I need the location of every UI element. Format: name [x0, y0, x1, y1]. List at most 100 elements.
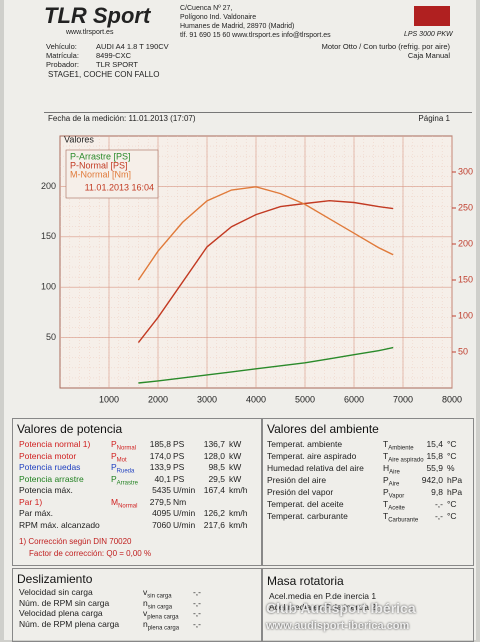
table-row: Par máx. 4095 U/min 126,2 km/h: [13, 508, 261, 519]
symbol: P: [383, 475, 389, 485]
row-unit: PS: [173, 450, 185, 461]
symbol-sub: Vapor: [388, 493, 405, 500]
row-label: Potencia motor: [19, 450, 77, 461]
table-row: Núm. de RPM sin carga nsin carga -,-: [13, 597, 261, 611]
symbol-sub: Aceite: [388, 505, 405, 512]
row-value2: 29,5: [208, 473, 225, 484]
vehicle-labels: Vehículo: Matrícula: Probador:: [46, 42, 79, 69]
symbol-sub: sin carga: [147, 593, 172, 600]
row-value: 185,8: [149, 439, 171, 449]
ambient-rows: Temperat. ambiente TAmbiente 15,4 °C Tempera…: [263, 439, 473, 559]
note: STAGE1, COCHE CON FALLO: [48, 70, 160, 79]
row-label: Par 1): [19, 496, 43, 507]
symbol-sub: plena carga: [147, 614, 179, 621]
row-unit2: kW: [229, 473, 242, 484]
row-symbol: vsin carga: [143, 587, 172, 603]
symbol-sub: Normal: [118, 503, 138, 510]
table-row: RPM máx. alcanzado 7060 U/min 217,6 km/h: [13, 520, 261, 531]
row-symbol: PMot: [111, 451, 127, 467]
row-value: 133,9: [149, 462, 171, 472]
table-row: Núm. de RPM plena carga nplena carga -,-: [13, 618, 261, 632]
row-symbol: TAire aspirado: [383, 451, 424, 467]
symbol: v: [143, 587, 148, 597]
symbol: n: [143, 618, 148, 629]
row-unit: PS: [173, 462, 185, 472]
watermark: Club Audisport Ibérica: [266, 600, 416, 616]
table-row: Par 1) MNormal 279,5 Nm: [13, 496, 261, 510]
symbol: T: [383, 511, 389, 521]
table-row: Potencia normal 1) PNormal 185,8 PS 136,7 kW: [13, 439, 261, 452]
row-unit: Nm: [173, 496, 187, 507]
table-row: Velocidad plena carga vplena carga -,-: [13, 608, 261, 621]
symbol: T: [383, 451, 389, 461]
row-symbol: HAire: [383, 463, 400, 479]
table-row: Presión del aire PAire 942,0 hPa: [263, 475, 473, 488]
row-value: 40,1: [154, 473, 171, 484]
table-row: Potencia arrastre PArrastre 40,1 PS 29,5 kW: [13, 473, 261, 487]
row-value: 4095: [152, 508, 171, 518]
row-unit2: kW: [229, 439, 242, 449]
row-value: -,-: [192, 608, 201, 618]
symbol-sub: Ambiente: [388, 445, 414, 452]
row-value: 174,0: [149, 450, 171, 461]
row-symbol: nsin carga: [143, 598, 172, 614]
row-unit: °C: [447, 499, 457, 509]
row-value: -,-: [192, 597, 201, 608]
row-value2: 136,7: [203, 439, 225, 449]
row-symbol: TAmbiente: [383, 439, 414, 455]
gearbox: Caja Manual: [407, 51, 450, 60]
page-number: Página 1: [418, 114, 450, 123]
series-line: [138, 346, 394, 384]
row-label: Temperat. del aceite: [267, 499, 344, 509]
chart-title: Valores: [64, 134, 94, 144]
row-value: -,-: [192, 618, 201, 629]
symbol: P: [111, 439, 117, 449]
row-symbol: PRueda: [111, 462, 134, 478]
legend-box: [65, 149, 159, 199]
paper: TLR Sport www.tlrsport.es C/Cuenca Nº 27…: [4, 0, 476, 642]
table-row: Humedad relativa del aire HAire 55,9%: [263, 463, 473, 476]
y2-tick-label: 200: [458, 238, 473, 248]
field-value: AUDI A4 1.8 T 190CV: [96, 42, 169, 51]
row-symbol: nplena carga: [143, 619, 179, 635]
symbol-sub: sin carga: [147, 604, 173, 611]
row-unit: PS: [173, 439, 185, 449]
address-line: C/Cuenca Nº 27,: [180, 5, 233, 12]
x-tick-label: 6000: [344, 394, 364, 404]
row-label: Humedad relativa del aire: [267, 463, 364, 473]
row-value: 5435: [152, 485, 171, 495]
row-label: Velocidad plena carga: [19, 608, 103, 618]
row-unit: °C: [447, 439, 457, 449]
y2-tick-label: 100: [458, 310, 473, 320]
symbol: P: [111, 473, 117, 484]
brand: LPS 3000 PKW: [404, 31, 453, 38]
symbol: M: [111, 496, 119, 507]
row-label: Acel.media en P.de inercia 1: [269, 591, 377, 601]
y-tick-label: 50: [46, 332, 56, 342]
section-title: Masa rotatoria: [267, 574, 344, 588]
row-label: Presión del vapor: [267, 487, 334, 497]
row-value: -,-: [434, 499, 443, 509]
table-row: Velocidad sin carga vsin carga -,-: [13, 587, 261, 600]
row-unit: hPa: [447, 475, 463, 485]
power-rows: Potencia normal 1) PNormal 185,8 PS 136,7 kW P…: [13, 439, 261, 533]
x-tick-label: 8000: [442, 394, 462, 404]
row-value: 9,8: [431, 487, 443, 497]
row-value: -,-: [434, 511, 443, 521]
web: www.tlrsport.es: [66, 29, 114, 36]
date: Fecha de la medición: 11.01.2013 (17:07): [48, 114, 196, 123]
symbol: P: [111, 450, 117, 461]
address: C/Cuenca Nº 27, Polígono Ind. Valdonaire…: [180, 4, 331, 40]
field-label: Probador:: [46, 60, 79, 69]
chart: 1000 2000 3000 4000 5000 6000 7000 8000 50 100 150…: [41, 134, 473, 404]
row-value2: 167,4: [203, 485, 225, 495]
row-value2: 217,6: [203, 519, 225, 530]
y-tick-label: 100: [41, 282, 56, 292]
y2-tick-label: 250: [458, 202, 473, 212]
y-tick-label: 150: [41, 231, 56, 241]
row-value: 55,9: [426, 463, 443, 473]
row-unit2: km/h: [229, 519, 248, 530]
y2-tick-label: 300: [458, 166, 473, 176]
symbol: v: [143, 608, 148, 618]
logo: TLR Sport: [44, 3, 151, 28]
